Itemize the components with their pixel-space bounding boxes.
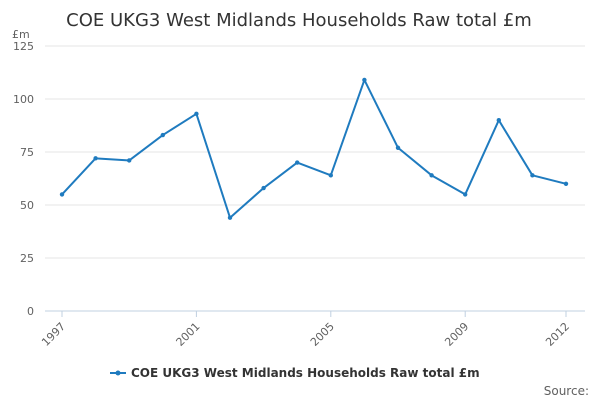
- y-tick-label: 75: [20, 146, 34, 159]
- y-tick-label: 0: [27, 305, 34, 318]
- legend-series-marker: [115, 370, 121, 376]
- chart-title: COE UKG3 West Midlands Households Raw to…: [66, 10, 532, 31]
- y-tick-label: 100: [13, 93, 34, 106]
- data-point[interactable]: [261, 185, 266, 191]
- y-tick-label: 125: [13, 40, 34, 53]
- data-point[interactable]: [160, 132, 165, 138]
- series-line: [61, 78, 567, 219]
- y-axis-ticks: 0 25 50 75 100 125: [13, 40, 34, 318]
- series-layer: [59, 77, 569, 220]
- x-tick-label: 2001: [174, 320, 203, 349]
- y-axis-unit: £m: [12, 28, 30, 41]
- source-label: Source:: [544, 384, 589, 398]
- data-point[interactable]: [496, 118, 501, 123]
- data-point[interactable]: [328, 173, 333, 178]
- legend[interactable]: COE UKG3 West Midlands Households Raw to…: [110, 366, 480, 380]
- x-tick-label: 2009: [442, 320, 471, 349]
- data-point[interactable]: [362, 77, 367, 83]
- data-point[interactable]: [59, 192, 65, 197]
- gridlines: [45, 45, 585, 259]
- data-point[interactable]: [127, 158, 132, 163]
- x-tick-label: 2005: [308, 320, 337, 349]
- data-point[interactable]: [429, 173, 434, 178]
- x-tick-label: 1997: [39, 320, 68, 349]
- legend-series-label: COE UKG3 West Midlands Households Raw to…: [131, 366, 480, 380]
- data-point[interactable]: [194, 111, 199, 117]
- data-point[interactable]: [530, 173, 535, 178]
- x-axis: 1997 2001 2005 2009 2012: [39, 310, 585, 349]
- data-point[interactable]: [295, 160, 300, 165]
- x-tick-label: 2012: [543, 320, 572, 349]
- y-tick-label: 50: [20, 199, 34, 212]
- data-point[interactable]: [563, 181, 569, 186]
- data-point[interactable]: [93, 156, 98, 161]
- data-point[interactable]: [463, 192, 468, 197]
- y-tick-label: 25: [20, 252, 34, 265]
- data-point[interactable]: [395, 145, 401, 150]
- data-point[interactable]: [227, 215, 233, 220]
